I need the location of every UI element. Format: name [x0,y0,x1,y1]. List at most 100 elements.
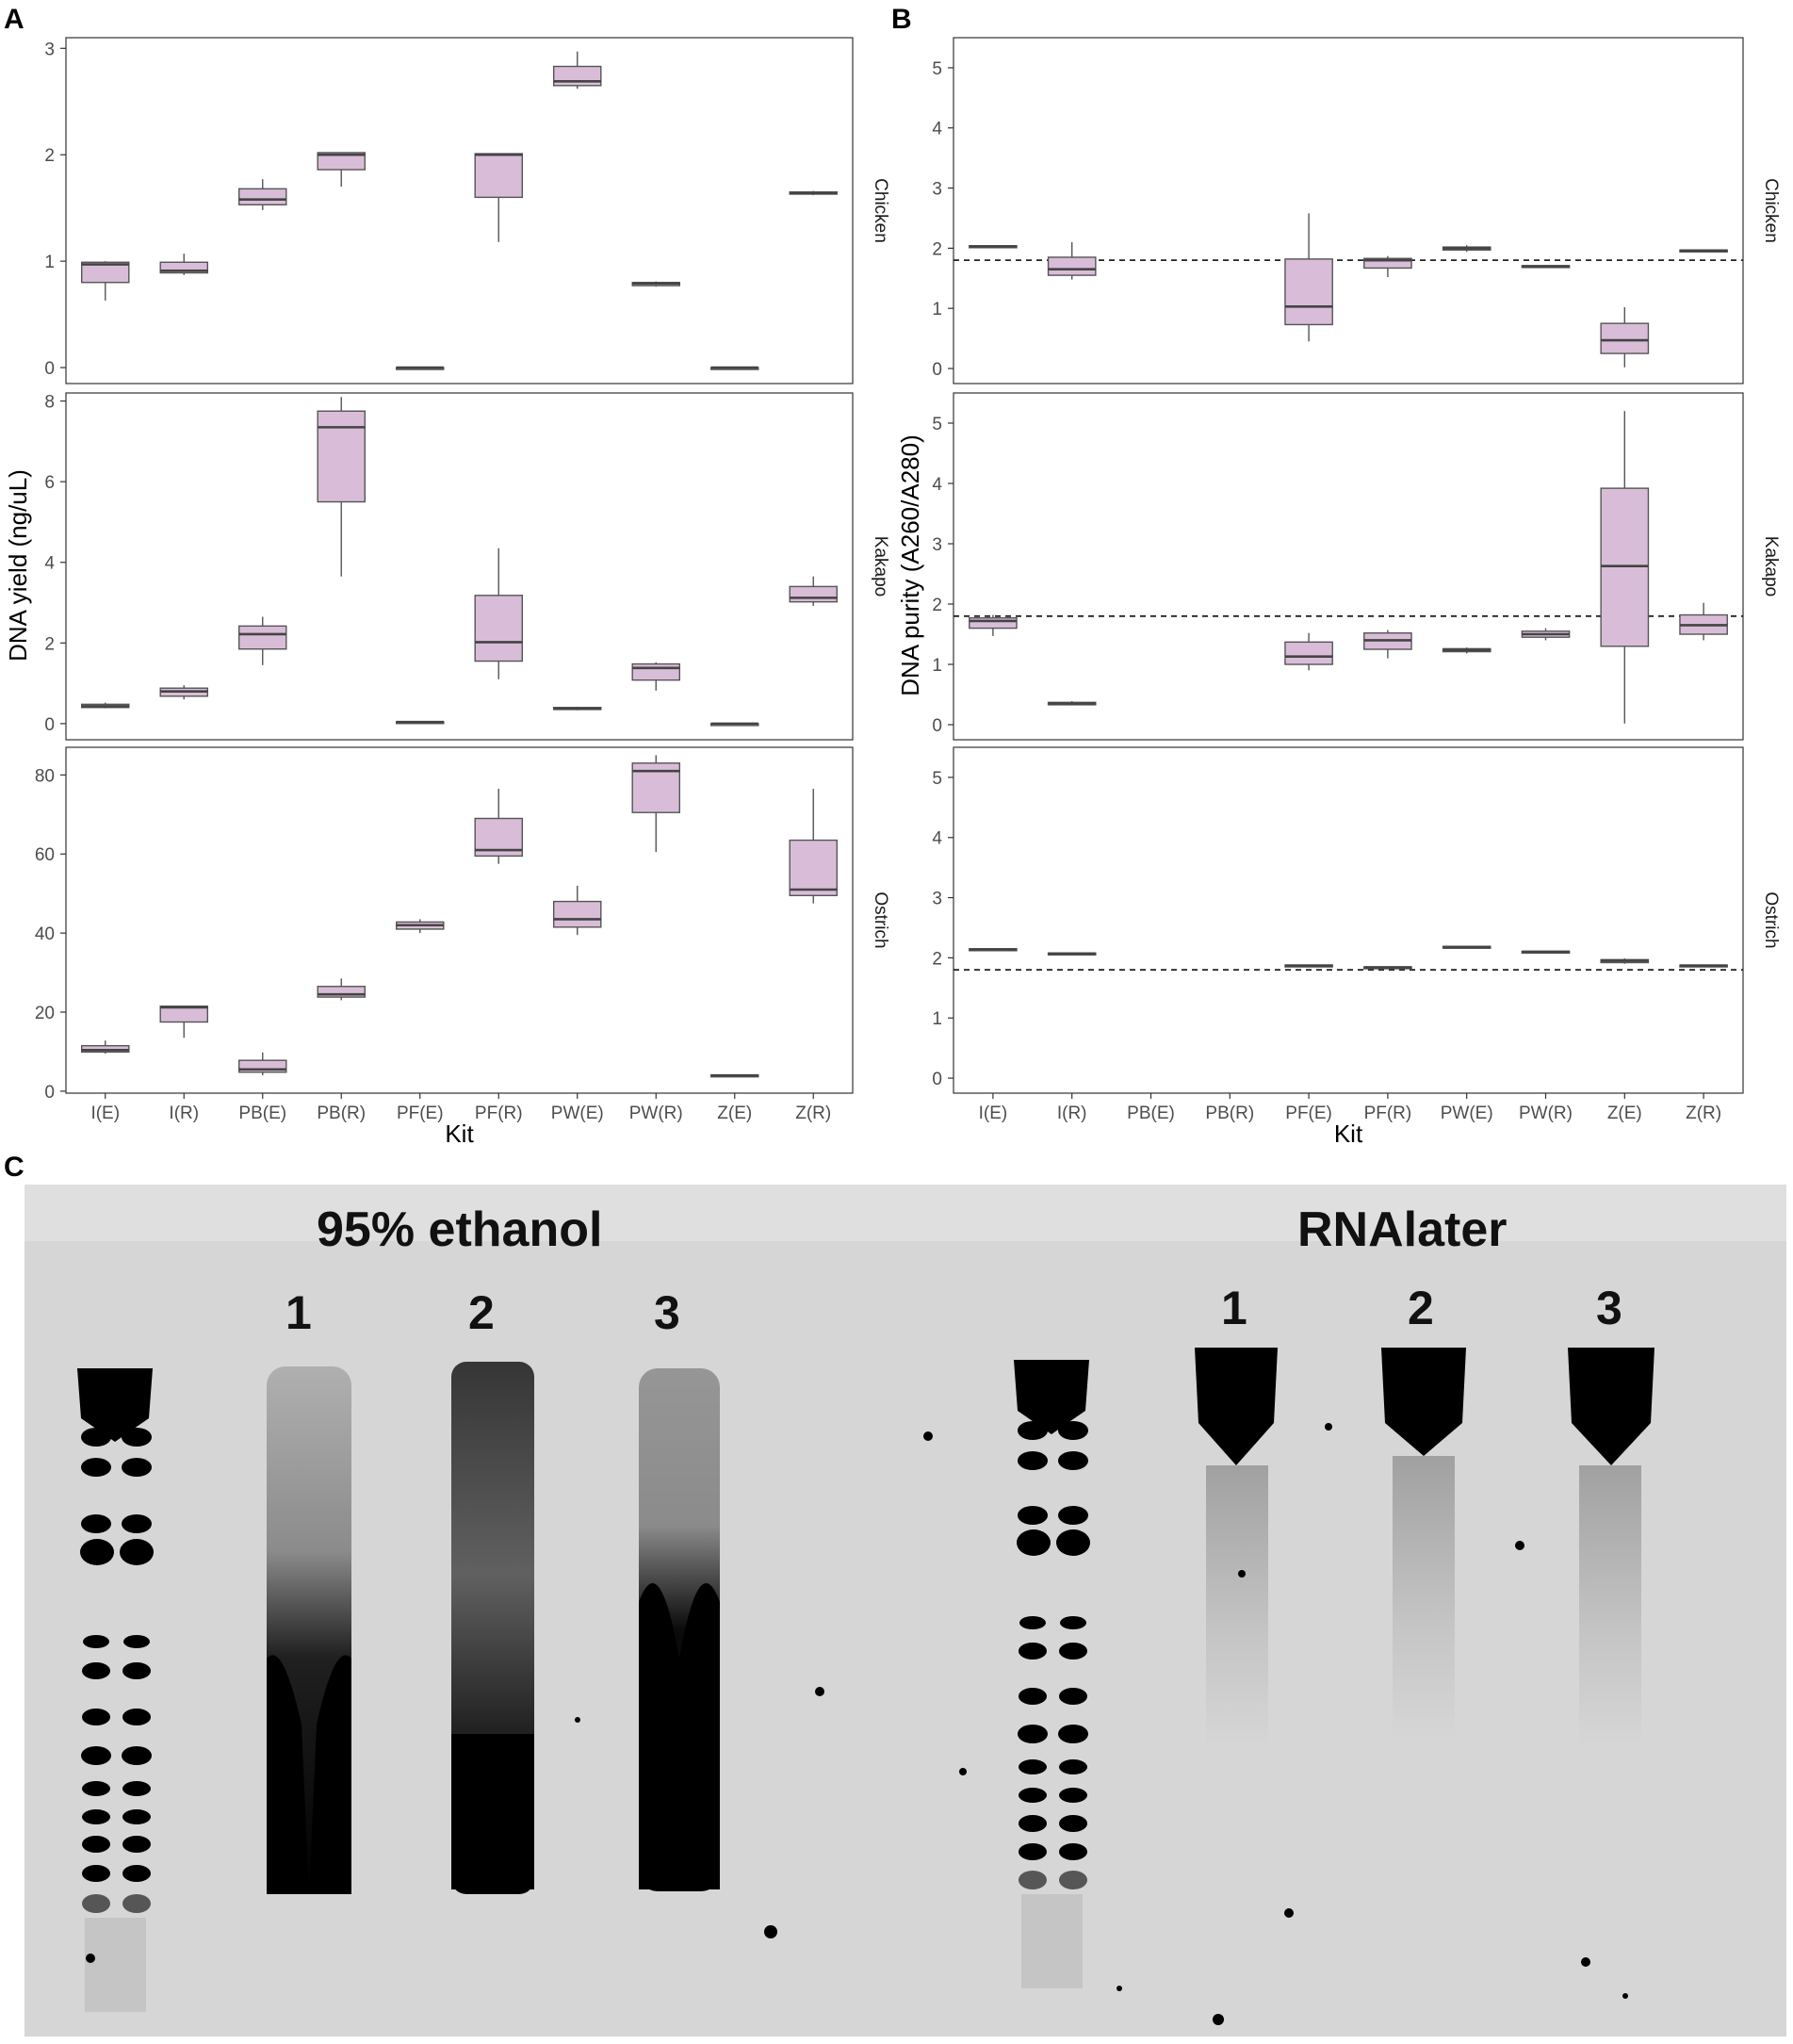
facet-chicken: 0 1 2 3 Chicken [44,37,890,384]
box-Z(E) [710,1073,759,1078]
facet-strip-label: Kakapo [871,536,890,597]
box-iqr [80,261,130,284]
x-tick-label: I(E) [979,1104,1008,1123]
y-tick-label: 3 [44,40,55,59]
x-tick-label: PW(E) [1441,1104,1493,1123]
box-iqr [317,410,367,503]
box-PF(R) [474,153,524,242]
box-Z(R) [789,190,839,196]
box-iqr [1284,641,1333,665]
box-Z(R) [789,789,839,904]
box-PB(E) [237,1052,287,1076]
y-tick-label: 0 [932,360,942,380]
x-tick-label: I(R) [169,1104,199,1123]
box-PF(E) [1284,632,1333,671]
box-Z(R) [1679,964,1728,968]
x-tick-label: PF(R) [475,1104,523,1123]
box-Z(R) [1679,602,1728,641]
y-tick-label: 5 [932,59,942,79]
facet-strip-label: Ostrich [871,891,890,948]
y-tick-label: 0 [932,1070,942,1089]
panel-c-gel-image: 95% ethanol RNAlater 1 2 3 1 2 3 [24,1185,1786,2036]
box-PB(R) [317,978,367,1001]
box-PF(R) [1363,630,1412,659]
facet-frame [65,37,854,384]
box-PF(E) [396,919,445,934]
y-tick-label: 3 [932,535,942,555]
y-tick-label: 4 [44,554,55,574]
y-tick-label: 3 [932,180,942,200]
facet-ostrich: 0 1 2 3 4 5 Ostrich [932,746,1781,1094]
box-PW(R) [1521,628,1571,641]
x-tick-label: PB(E) [238,1104,286,1123]
box-iqr [789,585,839,603]
y-tick-label: 2 [932,949,942,969]
gel-lane-number-ethanol-1: 1 [285,1286,312,1339]
y-tick-label: 1 [932,300,942,319]
facet-frame [953,746,1744,1094]
y-tick-label: 1 [44,253,55,272]
box-iqr [553,65,602,87]
panel-letter-a: A [4,4,24,35]
box-PF(R) [1363,255,1412,278]
y-tick-label: 40 [35,924,55,944]
facet-ostrich: 0 20 40 60 80 Ostrich [35,746,890,1103]
gel-lane-number-ethanol-3: 3 [654,1286,680,1339]
x-tick-label: I(E) [90,1104,120,1123]
y-tick-label: 3 [932,890,942,909]
x-tick-label: PW(R) [1519,1104,1573,1123]
y-tick-label: 6 [44,473,55,493]
box-I(R) [159,1005,208,1038]
y-tick-label: 5 [932,415,942,434]
y-axis-title: DNA purity (A260/A280) [896,434,924,695]
box-iqr [237,188,287,205]
panel-a-yield-chart: 0 1 2 3 Chicken 0 2 4 6 8 Kakapo 0 20 40 60 80 Ostrich I(… [4,37,890,1148]
y-tick-label: 1 [932,1009,942,1029]
box-PF(R) [1363,966,1412,970]
box-Z(R) [789,576,839,606]
gel-top-band [24,1185,1786,1241]
facet-frame [65,392,854,741]
box-I(E) [80,702,130,709]
facet-strip-label: Chicken [871,178,890,243]
box-PF(E) [396,366,445,370]
y-tick-label: 80 [35,766,55,786]
box-I(R) [1047,242,1097,280]
y-tick-label: 1 [932,656,942,676]
panel-letter-b: B [891,4,912,35]
box-PW(E) [553,706,602,711]
box-PF(R) [474,548,524,679]
gel-ladder-left [77,1368,154,2012]
box-iqr [1600,322,1650,354]
box-PW(R) [631,755,681,853]
gel-title-ethanol: 95% ethanol [317,1202,602,1257]
box-Z(E) [1600,958,1650,964]
x-axis-title: Kit [1334,1120,1363,1148]
box-iqr [969,617,1018,630]
box-iqr [317,986,367,998]
box-iqr [789,839,839,896]
box-iqr [159,261,208,274]
y-tick-label: 2 [44,146,55,166]
facet-strip-label: Ostrich [1761,891,1781,948]
box-Z(E) [710,722,759,727]
y-tick-label: 4 [932,120,942,139]
box-I(E) [969,245,1018,249]
gel-lane-number-rnalater-1: 1 [1221,1282,1247,1334]
x-tick-label: PB(R) [1205,1104,1254,1123]
box-PB(R) [317,152,367,188]
gel-lane-number-ethanol-2: 2 [468,1286,495,1339]
gel-lane-ethanol-1 [267,1366,351,1894]
y-tick-label: 60 [35,845,55,865]
facet-strip-label: Kakapo [1761,536,1781,597]
box-iqr [631,662,681,681]
x-tick-label: PF(E) [397,1104,444,1123]
y-tick-label: 2 [932,596,942,615]
gel-lane-number-rnalater-3: 3 [1596,1282,1622,1334]
box-PW(E) [1442,647,1491,654]
gel-lane-rnalater-1 [1195,1348,1278,1748]
box-iqr [553,900,602,928]
box-iqr [474,153,524,199]
box-I(E) [80,261,130,301]
box-iqr [237,625,287,650]
